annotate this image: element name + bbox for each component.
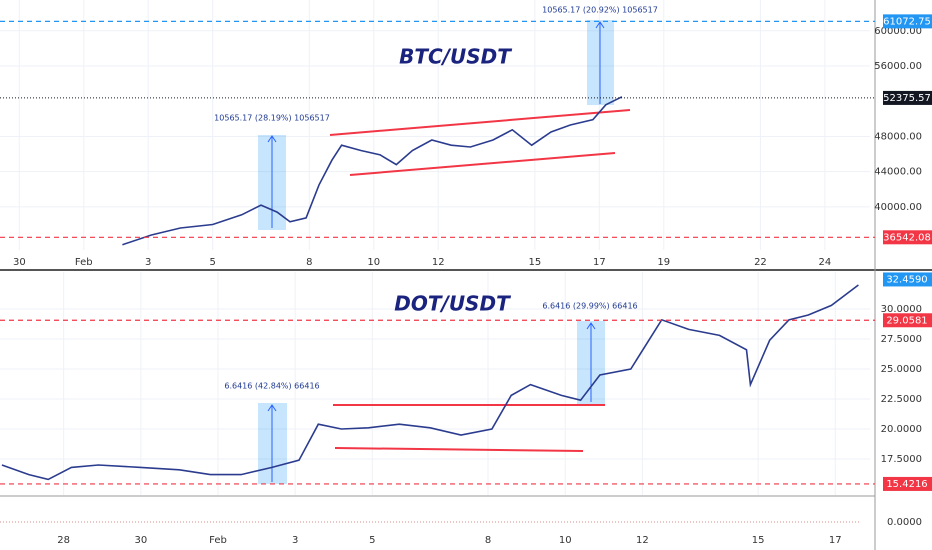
price-tag-label: 32.4590 (886, 274, 927, 285)
annotation: 6.6416 (29.99%) 66416 (542, 302, 637, 311)
x-tick-label: Feb (209, 535, 227, 546)
price-tag (883, 14, 932, 29)
x-tick-label: 24 (819, 257, 832, 268)
x-tick-label: 3 (292, 535, 298, 546)
price-tag-label: 15.4216 (886, 479, 927, 490)
y-tick-label: 30.0000 (881, 304, 922, 315)
price-line (1, 284, 859, 481)
measure-arrow-head (267, 135, 277, 143)
chart-title: BTC/USDT (399, 45, 512, 69)
grid (0, 0, 870, 495)
y-tick-label: 27.5000 (881, 334, 922, 345)
y-tick-label: 44000.00 (874, 167, 922, 178)
btc-drawings (258, 20, 631, 230)
price-tag (883, 230, 932, 245)
x-tick-label: 3 (145, 257, 151, 268)
x-tick-label: 19 (657, 257, 670, 268)
x-tick-label: 15 (752, 535, 765, 546)
annotation: 10565.17 (20.92%) 1056517 (542, 6, 658, 15)
x-tick-label: 30 (13, 257, 26, 268)
price-tag-label: 36542.08 (883, 232, 931, 243)
x-tick-label: 5 (209, 257, 215, 268)
price-tag (883, 272, 932, 287)
y-tick-label: 17.5000 (881, 454, 922, 465)
y-tick-label: 60000.00 (874, 26, 922, 37)
x-tick-label: 12 (636, 535, 649, 546)
x-tick-label: 8 (306, 257, 312, 268)
x-tick-label: 5 (369, 535, 375, 546)
y-tick-label: 56000.00 (874, 61, 922, 72)
annotation: 10565.17 (28.19%) 1056517 (214, 114, 330, 123)
y-tick-label: 25.0000 (881, 364, 922, 375)
channel-line (329, 109, 631, 136)
price-tag (883, 313, 932, 328)
y-tick-label: 22.5000 (881, 394, 922, 405)
x-tick-label: 8 (485, 535, 491, 546)
price-tag-label: 61072.75 (883, 16, 931, 27)
y-tick-label: 20.0000 (881, 424, 922, 435)
x-tick-label: 28 (57, 535, 70, 546)
measure-arrow-head (586, 322, 596, 330)
measure-arrow-head (267, 404, 277, 412)
price-tag-label: 29.0581 (886, 315, 927, 326)
x-tick-label: 17 (829, 535, 842, 546)
price-tag-label: 52375.57 (883, 93, 931, 104)
range-line (334, 447, 584, 452)
annotation: 6.6416 (42.84%) 66416 (224, 382, 319, 391)
price-tag (883, 476, 932, 491)
price-line (122, 96, 623, 246)
y-tick-label: 48000.00 (874, 131, 922, 142)
chart-title: DOT/USDT (394, 292, 511, 316)
price-tag (883, 90, 932, 105)
x-tick-label: 30 (134, 535, 147, 546)
x-tick-label: 15 (529, 257, 542, 268)
x-tick-label: 10 (559, 535, 572, 546)
x-tick-label: 22 (754, 257, 767, 268)
y-tick-label: 0.0000 (887, 517, 922, 528)
y-tick-label: 40000.00 (874, 202, 922, 213)
x-tick-label: Feb (75, 257, 93, 268)
measure-arrow-head (595, 21, 605, 29)
x-tick-label: 12 (432, 257, 445, 268)
x-tick-label: 17 (593, 257, 606, 268)
channel-line (349, 152, 616, 176)
dot-drawings (258, 321, 605, 484)
x-tick-label: 10 (367, 257, 380, 268)
